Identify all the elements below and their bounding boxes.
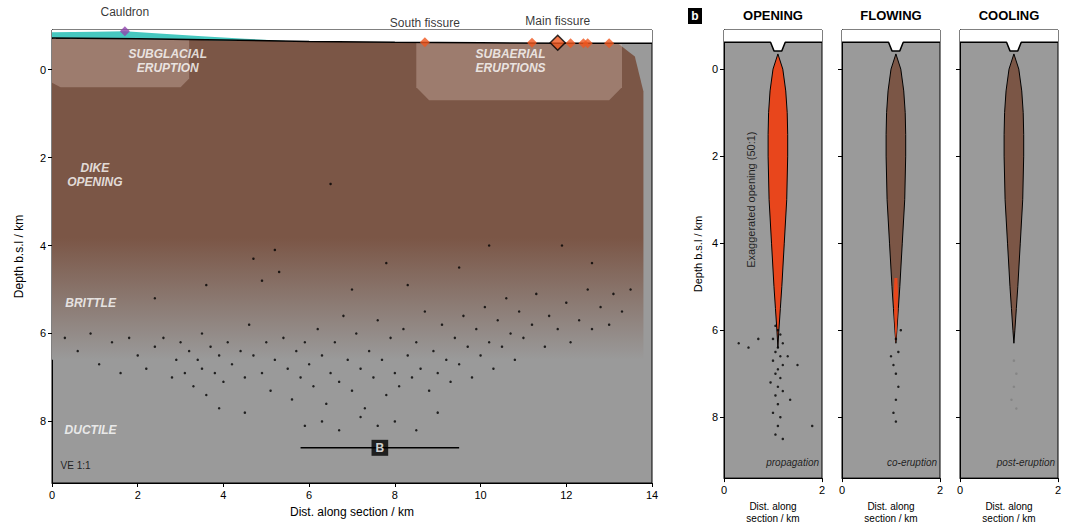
svg-text:Dist. along: Dist. along	[749, 501, 796, 512]
svg-text:section / km: section / km	[746, 513, 799, 524]
svg-text:Dist. along: Dist. along	[867, 501, 914, 512]
svg-text:0: 0	[957, 484, 963, 496]
svg-text:SUBAERIAL: SUBAERIAL	[476, 47, 546, 61]
svg-text:2: 2	[135, 489, 141, 501]
svg-text:COOLING: COOLING	[979, 8, 1040, 23]
svg-text:6: 6	[712, 324, 718, 336]
svg-text:4: 4	[712, 237, 718, 249]
svg-text:Exaggerated opening (50:1): Exaggerated opening (50:1)	[745, 131, 757, 267]
svg-text:2: 2	[1055, 484, 1061, 496]
svg-text:4: 4	[40, 240, 46, 252]
svg-text:14: 14	[646, 489, 658, 501]
svg-text:South fissure: South fissure	[390, 16, 460, 30]
svg-text:Dist. along: Dist. along	[985, 501, 1032, 512]
svg-text:Depth b.s.l / km: Depth b.s.l / km	[12, 215, 26, 298]
svg-text:0: 0	[40, 64, 46, 76]
svg-text:BRITTLE: BRITTLE	[65, 296, 117, 310]
svg-text:2: 2	[712, 150, 718, 162]
svg-text:FLOWING: FLOWING	[860, 8, 921, 23]
svg-text:12: 12	[560, 489, 572, 501]
svg-text:VE 1:1: VE 1:1	[61, 460, 91, 471]
svg-text:0: 0	[839, 484, 845, 496]
svg-text:6: 6	[40, 327, 46, 339]
svg-text:section / km: section / km	[864, 513, 917, 524]
svg-text:co-eruption: co-eruption	[887, 457, 937, 468]
svg-text:DUCTILE: DUCTILE	[65, 423, 118, 437]
svg-text:Cauldron: Cauldron	[101, 5, 150, 19]
svg-text:0: 0	[721, 484, 727, 496]
svg-text:b: b	[691, 9, 698, 23]
svg-text:2: 2	[937, 484, 943, 496]
svg-text:6: 6	[306, 489, 312, 501]
svg-text:0: 0	[712, 63, 718, 75]
svg-text:section / km: section / km	[982, 513, 1035, 524]
svg-text:Dist. along section / km: Dist. along section / km	[290, 505, 414, 519]
svg-text:propagation: propagation	[765, 457, 819, 468]
svg-text:0: 0	[49, 489, 55, 501]
svg-text:ERUPTION: ERUPTION	[137, 61, 199, 75]
svg-text:10: 10	[474, 489, 486, 501]
svg-text:post-eruption: post-eruption	[996, 457, 1056, 468]
svg-text:B: B	[376, 441, 385, 455]
svg-text:OPENING: OPENING	[67, 175, 122, 189]
svg-text:8: 8	[40, 415, 46, 427]
svg-text:8: 8	[712, 411, 718, 423]
svg-text:8: 8	[392, 489, 398, 501]
svg-text:ERUPTIONS: ERUPTIONS	[476, 61, 546, 75]
svg-text:Main fissure: Main fissure	[525, 14, 590, 28]
svg-text:OPENING: OPENING	[743, 8, 803, 23]
svg-text:4: 4	[220, 489, 226, 501]
svg-text:Depth b.s.l / km: Depth b.s.l / km	[692, 216, 704, 292]
svg-text:SUBGLACIAL: SUBGLACIAL	[128, 47, 207, 61]
svg-text:2: 2	[40, 152, 46, 164]
svg-text:DIKE: DIKE	[81, 161, 111, 175]
svg-text:2: 2	[819, 484, 825, 496]
